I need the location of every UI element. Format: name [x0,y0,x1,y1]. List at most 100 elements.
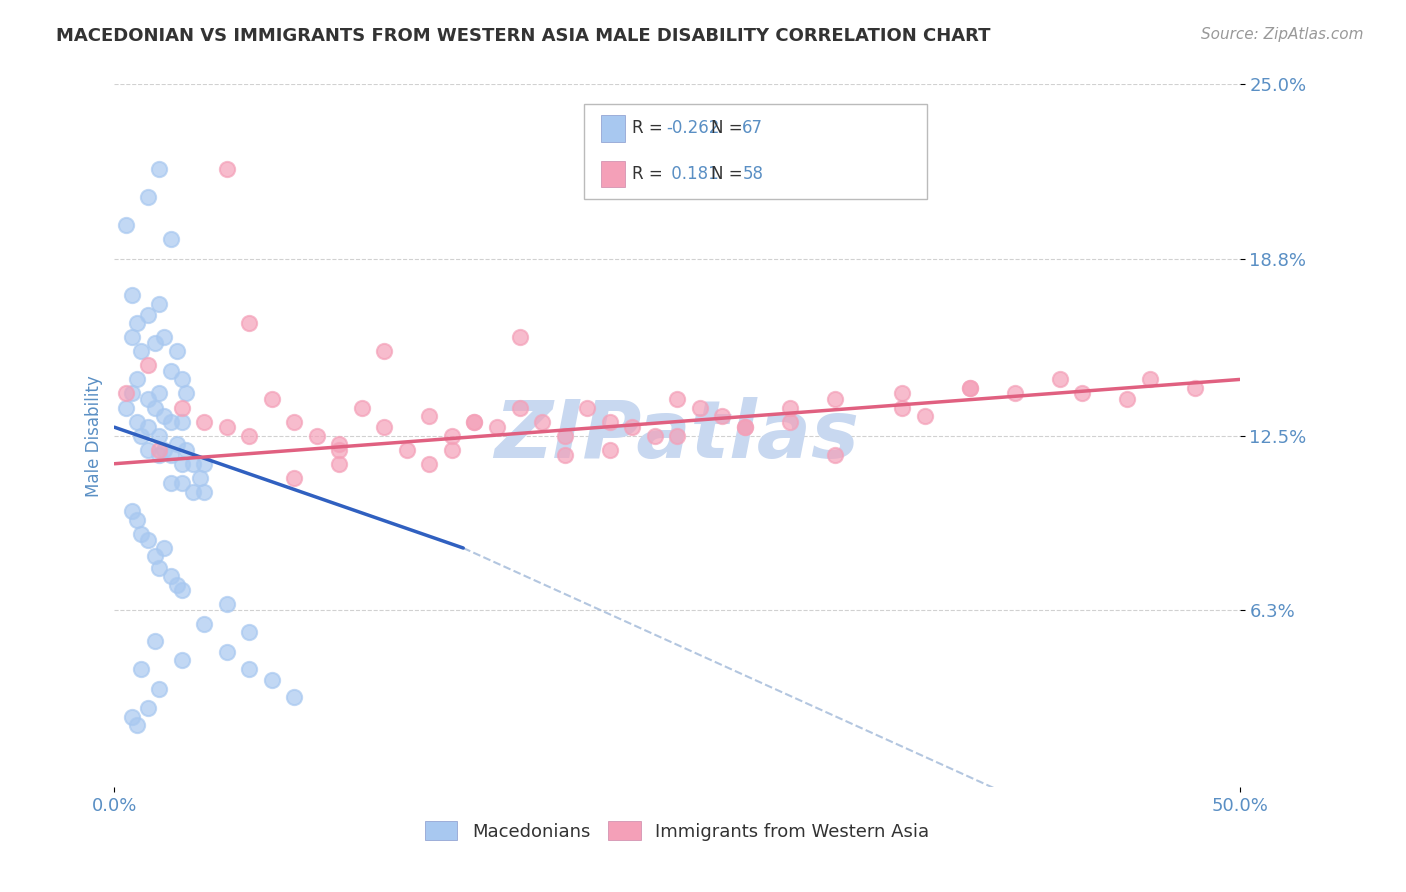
Point [148,428,170,442]
Point [508,330,530,344]
Point [131,662,153,676]
Point [779,401,801,415]
Point [121,288,143,302]
Point [328,437,350,451]
Point [136,190,159,204]
Point [305,428,328,442]
Point [283,690,305,704]
Point [734,420,756,434]
Point [159,232,181,246]
Point [238,316,260,330]
Point [114,386,136,401]
Point [193,484,215,499]
Point [159,364,181,378]
Point [418,457,440,471]
Point [891,401,914,415]
Point [599,442,621,457]
Point [238,625,260,640]
Point [125,316,148,330]
Point [148,448,170,462]
Point [373,344,395,359]
Point [114,218,136,232]
Point [576,401,599,415]
Text: Source: ZipAtlas.com: Source: ZipAtlas.com [1201,27,1364,42]
Point [143,335,166,350]
Point [125,372,148,386]
Point [181,484,204,499]
Point [734,420,756,434]
Point [170,457,193,471]
Point [143,549,166,564]
Point [193,616,215,631]
Point [170,583,193,598]
Point [188,471,211,485]
Point [238,428,260,442]
Point [143,633,166,648]
Point [148,161,170,176]
Point [238,662,260,676]
Point [170,415,193,429]
Point [666,428,689,442]
Point [193,415,215,429]
Point [824,392,846,406]
Point [176,442,198,457]
Point [136,701,159,715]
Point [148,386,170,401]
Text: -0.262: -0.262 [666,120,718,137]
Point [350,401,373,415]
Point [959,381,981,395]
Point [121,504,143,518]
Point [170,401,193,415]
Point [193,457,215,471]
Point [1071,386,1094,401]
Point [328,457,350,471]
Point [1139,372,1161,386]
Text: N =: N = [711,165,748,183]
Point [125,718,148,732]
Point [554,448,576,462]
Point [779,415,801,429]
Point [891,386,914,401]
Point [824,448,846,462]
Point [463,415,485,429]
Point [599,415,621,429]
Point [136,308,159,322]
Y-axis label: Male Disability: Male Disability [86,375,103,497]
Point [215,597,238,611]
Point [440,442,463,457]
Point [136,533,159,547]
Point [121,709,143,723]
Text: MACEDONIAN VS IMMIGRANTS FROM WESTERN ASIA MALE DISABILITY CORRELATION CHART: MACEDONIAN VS IMMIGRANTS FROM WESTERN AS… [56,27,991,45]
Point [373,420,395,434]
Point [711,409,734,423]
Point [666,392,689,406]
Point [170,476,193,491]
Text: R =: R = [633,165,668,183]
Text: 58: 58 [742,165,763,183]
Point [148,442,170,457]
Point [283,415,305,429]
Point [136,420,159,434]
Point [159,415,181,429]
Point [176,386,198,401]
Point [153,541,176,555]
Point [215,645,238,659]
Text: N =: N = [711,120,748,137]
Point [125,415,148,429]
Point [689,401,711,415]
Point [159,569,181,583]
Point [215,161,238,176]
Point [463,415,485,429]
Point [159,476,181,491]
Point [159,448,181,462]
Point [644,428,666,442]
Point [121,330,143,344]
Point [136,392,159,406]
Point [136,442,159,457]
Point [148,681,170,696]
Point [1049,372,1071,386]
Point [485,420,508,434]
Point [440,428,463,442]
Point [148,560,170,574]
Point [530,415,553,429]
